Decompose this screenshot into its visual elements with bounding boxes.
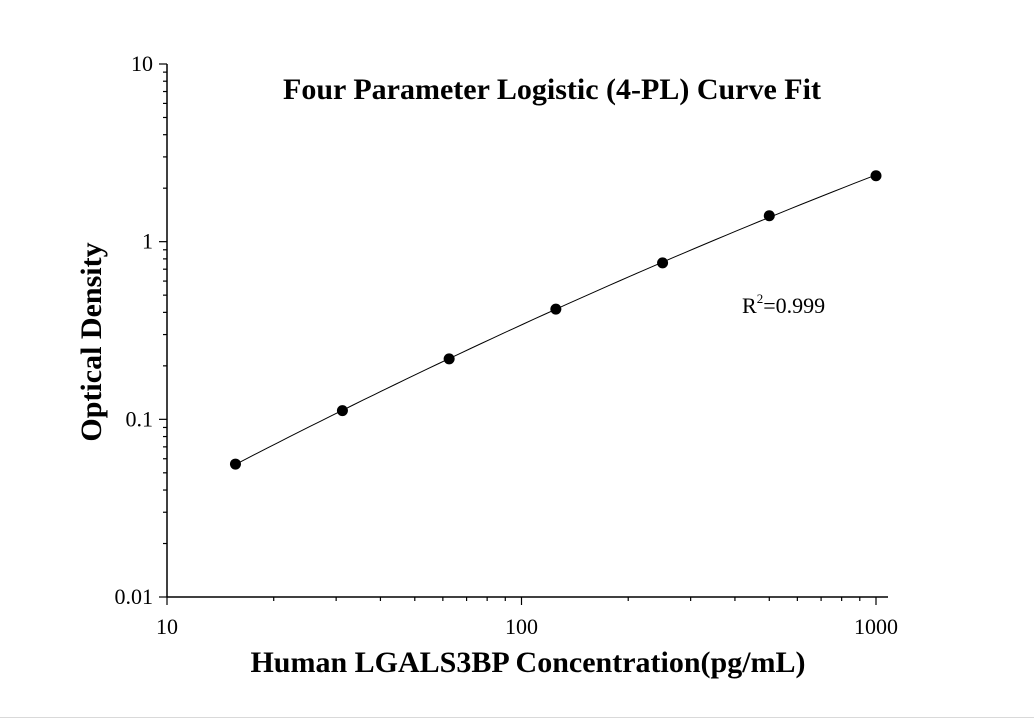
y-tick-label: 0.1: [126, 406, 154, 431]
chart-title: Four Parameter Logistic (4-PL) Curve Fit: [283, 73, 821, 106]
y-axis-label: Optical Density: [75, 242, 108, 441]
r-squared-value: =0.999: [763, 293, 825, 318]
data-point: [657, 257, 669, 269]
r-squared-base: R: [742, 293, 757, 318]
x-tick-label: 100: [505, 614, 538, 639]
x-axis-ticks: 10 100 1000: [156, 597, 898, 639]
bottom-divider: [0, 717, 1034, 718]
data-point: [550, 303, 562, 315]
data-point: [763, 210, 775, 222]
y-axis-ticks: 0.01 0.1 1 10: [115, 51, 167, 609]
x-axis-label: Human LGALS3BP Concentration(pg/mL): [250, 646, 805, 679]
x-tick-label: 10: [156, 614, 178, 639]
r-squared-annotation: R2=0.999: [742, 291, 825, 318]
x-tick-label: 1000: [854, 614, 898, 639]
data-point: [443, 353, 455, 365]
data-point: [336, 405, 348, 417]
fit-curve: [235, 174, 877, 465]
r-squared-superscript: 2: [757, 291, 764, 306]
data-point: [229, 458, 241, 470]
y-tick-label: 1: [142, 229, 153, 254]
y-tick-label: 0.01: [115, 584, 154, 609]
y-tick-label: 10: [131, 51, 153, 76]
data-point: [870, 170, 882, 182]
data-points: [229, 170, 882, 470]
